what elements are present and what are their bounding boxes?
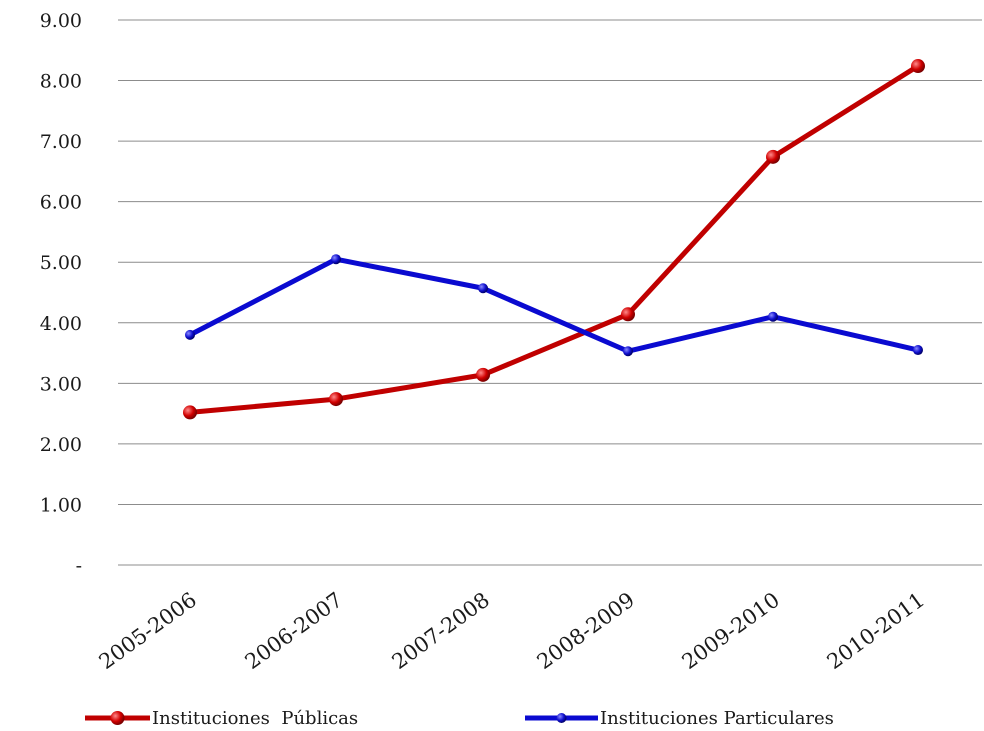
y-tick-label: 3.00 [40, 373, 82, 395]
data-point [183, 405, 197, 420]
data-point [329, 392, 343, 407]
y-tick-label: 9.00 [40, 10, 82, 32]
y-tick-label: - [76, 555, 82, 577]
data-point [913, 345, 923, 356]
legend-swatch-marker [556, 713, 567, 723]
y-tick-label: 7.00 [40, 131, 82, 153]
series-lines [183, 59, 925, 420]
gridlines [118, 19, 982, 566]
legend: Instituciones Públicas Instituciones Part… [85, 708, 834, 729]
x-tick-label: 2010-2011 [823, 588, 929, 674]
y-tick-label: 1.00 [40, 494, 82, 516]
y-tick-label: 8.00 [40, 71, 82, 93]
data-point [331, 254, 341, 265]
x-tick-label: 2006-2007 [241, 588, 347, 674]
data-point [623, 346, 633, 357]
x-tick-label: 2007-2008 [388, 588, 494, 674]
series-line-publicas [187, 63, 921, 415]
y-tick-label: 5.00 [40, 252, 82, 274]
y-tick-label: 2.00 [40, 434, 82, 456]
data-point [621, 307, 635, 322]
data-point [476, 367, 490, 382]
data-point [768, 311, 778, 322]
legend-swatch-marker [110, 711, 125, 725]
x-tick-label: 2005-2006 [95, 588, 201, 674]
y-tick-label: 4.00 [40, 313, 82, 335]
series-line-particulares [187, 256, 921, 354]
y-axis-ticks: - 1.00 2.00 3.00 4.00 5.00 6.00 7.00 8.00 9.00 [40, 10, 82, 577]
legend-label: Instituciones Particulares [600, 708, 834, 729]
data-point [185, 329, 195, 340]
data-point [478, 283, 488, 294]
y-tick-label: 6.00 [40, 192, 82, 214]
data-point [911, 59, 925, 74]
x-tick-label: 2008-2009 [533, 588, 639, 674]
legend-label: Instituciones Públicas [152, 708, 358, 729]
x-axis-ticks: 2005-2006 2006-2007 2007-2008 2008-2009 2009… [95, 588, 929, 674]
x-tick-label: 2009-2010 [678, 588, 784, 674]
data-point [766, 149, 780, 164]
